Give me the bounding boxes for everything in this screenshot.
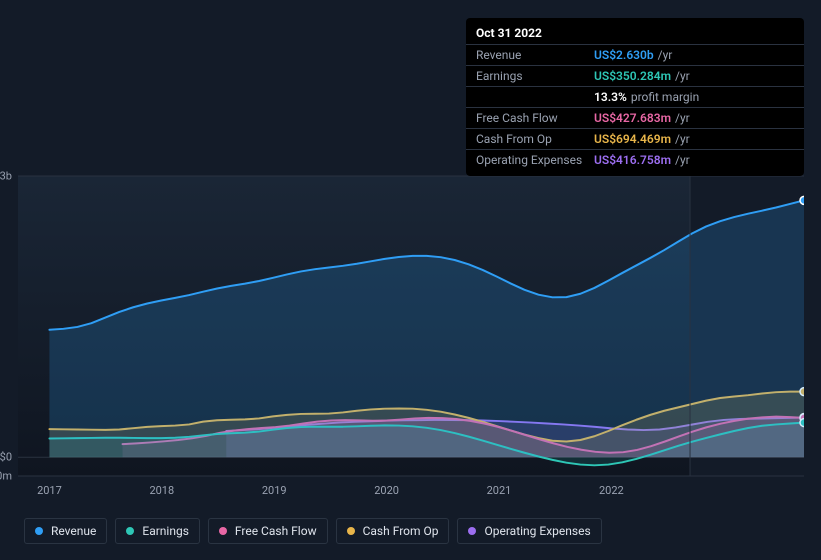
- chart-legend: Revenue Earnings Free Cash Flow Cash From O…: [24, 518, 602, 544]
- tooltip-row: Cash From OpUS$694.469m/yr: [466, 128, 804, 149]
- chart-container: { "tooltip": { "x": 466, "y": 18, "width…: [0, 0, 821, 560]
- chart-tooltip: Oct 31 2022 RevenueUS$2.630b/yrEarningsU…: [466, 18, 804, 176]
- tooltip-row-label: [476, 90, 594, 104]
- tooltip-row-suffix: profit margin: [631, 90, 699, 104]
- tooltip-row-suffix: /yr: [675, 111, 690, 125]
- tooltip-row-suffix: /yr: [658, 48, 673, 62]
- legend-item[interactable]: Operating Expenses: [457, 518, 601, 544]
- tooltip-title: Oct 31 2022: [466, 24, 804, 44]
- legend-item[interactable]: Earnings: [115, 518, 200, 544]
- legend-label: Revenue: [51, 524, 96, 538]
- tooltip-row-suffix: /yr: [675, 132, 690, 146]
- tooltip-row: 13.3% profit margin: [466, 86, 804, 107]
- x-axis-labels: 2017 2018 2019 2020 2021 2022: [18, 484, 804, 504]
- legend-item[interactable]: Revenue: [24, 518, 107, 544]
- tooltip-row: Free Cash FlowUS$427.683m/yr: [466, 107, 804, 128]
- y-axis-label: US$0: [0, 451, 18, 464]
- x-axis-label: 2017: [37, 484, 62, 497]
- tooltip-row: EarningsUS$350.284m/yr: [466, 65, 804, 86]
- tooltip-row-label: Free Cash Flow: [476, 111, 594, 125]
- legend-dot-icon: [219, 527, 227, 535]
- legend-label: Earnings: [142, 524, 189, 538]
- tooltip-row-value: US$2.630b: [594, 48, 654, 62]
- tooltip-row-label: Revenue: [476, 48, 594, 62]
- legend-dot-icon: [347, 527, 355, 535]
- tooltip-row: RevenueUS$2.630b/yr: [466, 44, 804, 65]
- tooltip-row-label: Cash From Op: [476, 132, 594, 146]
- tooltip-row-suffix: /yr: [675, 69, 690, 83]
- legend-label: Operating Expenses: [484, 524, 590, 538]
- y-axis-label: -US$200m: [0, 470, 18, 483]
- tooltip-row: Operating ExpensesUS$416.758m/yr: [466, 149, 804, 170]
- tooltip-row-suffix: /yr: [675, 153, 690, 167]
- legend-dot-icon: [126, 527, 134, 535]
- legend-dot-icon: [35, 527, 43, 535]
- tooltip-row-label: Earnings: [476, 69, 594, 83]
- tooltip-row-value: 13.3%: [594, 90, 627, 104]
- tooltip-row-label: Operating Expenses: [476, 153, 594, 167]
- tooltip-row-value: US$350.284m: [594, 69, 671, 83]
- legend-dot-icon: [468, 527, 476, 535]
- x-axis-label: 2021: [487, 484, 512, 497]
- tooltip-row-value: US$427.683m: [594, 111, 671, 125]
- y-axis-label: US$3b: [0, 170, 18, 183]
- x-axis-label: 2018: [149, 484, 174, 497]
- chart-plot-area[interactable]: US$3bUS$0-US$200m: [18, 158, 804, 488]
- legend-label: Free Cash Flow: [235, 524, 317, 538]
- legend-item[interactable]: Cash From Op: [336, 518, 450, 544]
- x-axis-label: 2020: [374, 484, 399, 497]
- chart-svg: [18, 158, 804, 488]
- tooltip-row-value: US$694.469m: [594, 132, 671, 146]
- legend-item[interactable]: Free Cash Flow: [208, 518, 328, 544]
- x-axis-label: 2019: [262, 484, 287, 497]
- legend-label: Cash From Op: [363, 524, 439, 538]
- tooltip-row-value: US$416.758m: [594, 153, 671, 167]
- x-axis-label: 2022: [599, 484, 624, 497]
